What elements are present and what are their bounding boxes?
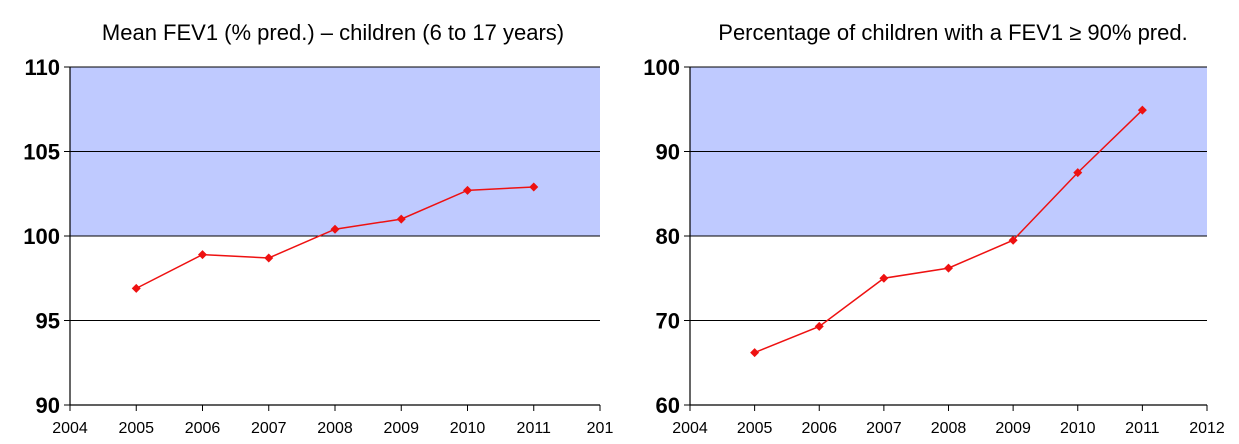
right-chart-title: Percentage of children with a FEV1 ≥ 90%…	[718, 20, 1187, 45]
right-xtick-label-6: 2010	[1060, 420, 1096, 437]
left-xtick-label-6: 2010	[450, 420, 486, 437]
left-data-point-2008	[330, 224, 340, 234]
right-xtick-label-8: 2012	[1189, 420, 1225, 437]
right-ytick-label-100: 100	[643, 55, 680, 80]
chart-percent-fev1-90: Percentage of children with a FEV1 ≥ 90%…	[620, 0, 1239, 444]
right-data-point-2007	[879, 273, 889, 283]
right-data-point-2005	[750, 348, 760, 358]
left-data-point-2006	[198, 250, 207, 260]
left-ytick-label-95: 95	[36, 309, 60, 334]
left-ytick-label-90: 90	[36, 393, 60, 418]
chart-percent-fev1-90-svg: Percentage of children with a FEV1 ≥ 90%…	[643, 20, 1225, 437]
left-xtick-label-0: 2004	[52, 420, 88, 437]
right-ytick-label-80: 80	[656, 224, 680, 249]
left-ytick-label-100: 100	[23, 224, 60, 249]
right-xtick-label-5: 2009	[995, 420, 1031, 437]
left-chart-title: Mean FEV1 (% pred.) – children (6 to 17 …	[102, 20, 564, 45]
right-xtick-label-7: 2011	[1125, 420, 1160, 437]
left-ytick-label-110: 110	[25, 55, 61, 80]
right-data-point-2010	[1073, 168, 1083, 178]
left-xtick-label-7: 2011	[517, 420, 552, 437]
left-xtick-label-1: 2005	[118, 420, 154, 437]
right-xtick-label-4: 2008	[931, 420, 967, 437]
left-ytick-label-105: 105	[23, 140, 60, 165]
right-xtick-label-2: 2006	[801, 420, 837, 437]
right-xtick-label-3: 2007	[866, 420, 902, 437]
left-xtick-label-4: 2008	[317, 420, 353, 437]
right-xtick-label-0: 2004	[672, 420, 708, 437]
right-xtick-label-1: 2005	[737, 420, 773, 437]
right-ytick-label-90: 90	[656, 140, 680, 165]
left-xtick-label-5: 2009	[383, 420, 419, 437]
right-ytick-label-60: 60	[656, 393, 680, 418]
left-xtick-label-2: 2006	[185, 420, 221, 437]
chart-mean-fev1-svg: Mean FEV1 (% pred.) – children (6 to 17 …	[23, 20, 614, 437]
right-data-point-2011	[1137, 105, 1147, 115]
left-data-point-2007	[264, 253, 274, 263]
right-data-point-2009	[1008, 235, 1018, 245]
right-ytick-label-70: 70	[656, 309, 680, 334]
left-xtick-label-8: 201	[587, 420, 614, 437]
left-data-point-2009	[396, 214, 406, 224]
right-data-point-2006	[814, 321, 824, 331]
chart-mean-fev1: Mean FEV1 (% pred.) – children (6 to 17 …	[23, 20, 614, 437]
right-data-point-2008	[944, 263, 953, 273]
left-xtick-label-3: 2007	[251, 420, 287, 437]
left-data-point-2010	[463, 185, 472, 195]
left-data-point-2011	[529, 182, 539, 192]
left-data-point-2005	[131, 283, 141, 293]
